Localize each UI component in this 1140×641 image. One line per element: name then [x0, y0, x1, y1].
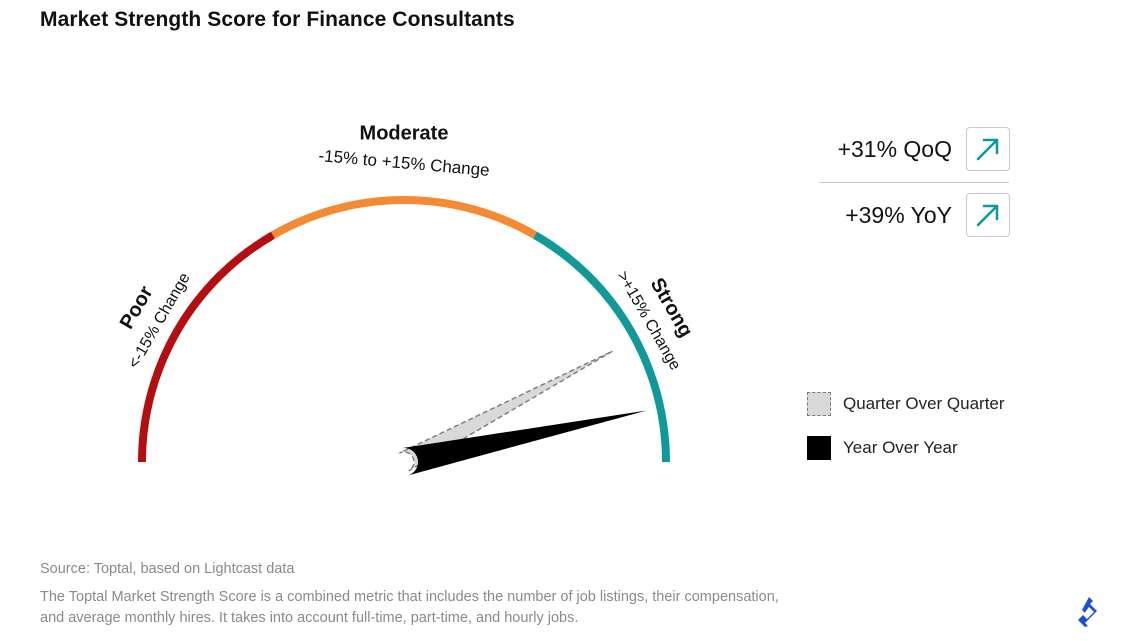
zone-range-moderate: -15% to +15% Change	[318, 146, 491, 180]
stat-qoq-label: +31% QoQ	[837, 135, 952, 162]
legend-swatch-qoq	[807, 392, 831, 416]
legend-swatch-yoy	[807, 436, 831, 460]
stat-yoy: +39% YoY	[845, 193, 1010, 237]
description-line-1: The Toptal Market Strength Score is a co…	[40, 589, 779, 605]
gauge-zone-moderate	[271, 196, 537, 239]
description-line-2: and average monthly hires. It takes into…	[40, 610, 579, 626]
legend-label-yoy: Year Over Year	[843, 438, 958, 457]
gauge-zone-poor	[138, 231, 276, 463]
gauge-needles	[398, 350, 647, 476]
legend-label-qoq: Quarter Over Quarter	[843, 394, 1005, 413]
legend-item-qoq: Quarter Over Quarter	[807, 392, 1005, 416]
stat-divider	[819, 182, 1009, 183]
arrow-up-right-icon	[966, 127, 1010, 171]
needle-yoy	[401, 410, 647, 476]
gauge-zone-strong	[532, 231, 670, 463]
toptal-logo-icon	[1078, 597, 1097, 627]
source-note: Source: Toptal, based on Lightcast data	[40, 561, 295, 577]
stat-yoy-label: +39% YoY	[845, 201, 952, 228]
legend-item-yoy: Year Over Year	[807, 436, 958, 460]
gauge-zones	[138, 196, 670, 463]
zone-label-moderate: Moderate	[360, 122, 449, 144]
arrow-up-right-icon	[966, 193, 1010, 237]
chart-title: Market Strength Score for Finance Consul…	[40, 8, 515, 31]
stat-qoq: +31% QoQ	[838, 127, 1010, 171]
